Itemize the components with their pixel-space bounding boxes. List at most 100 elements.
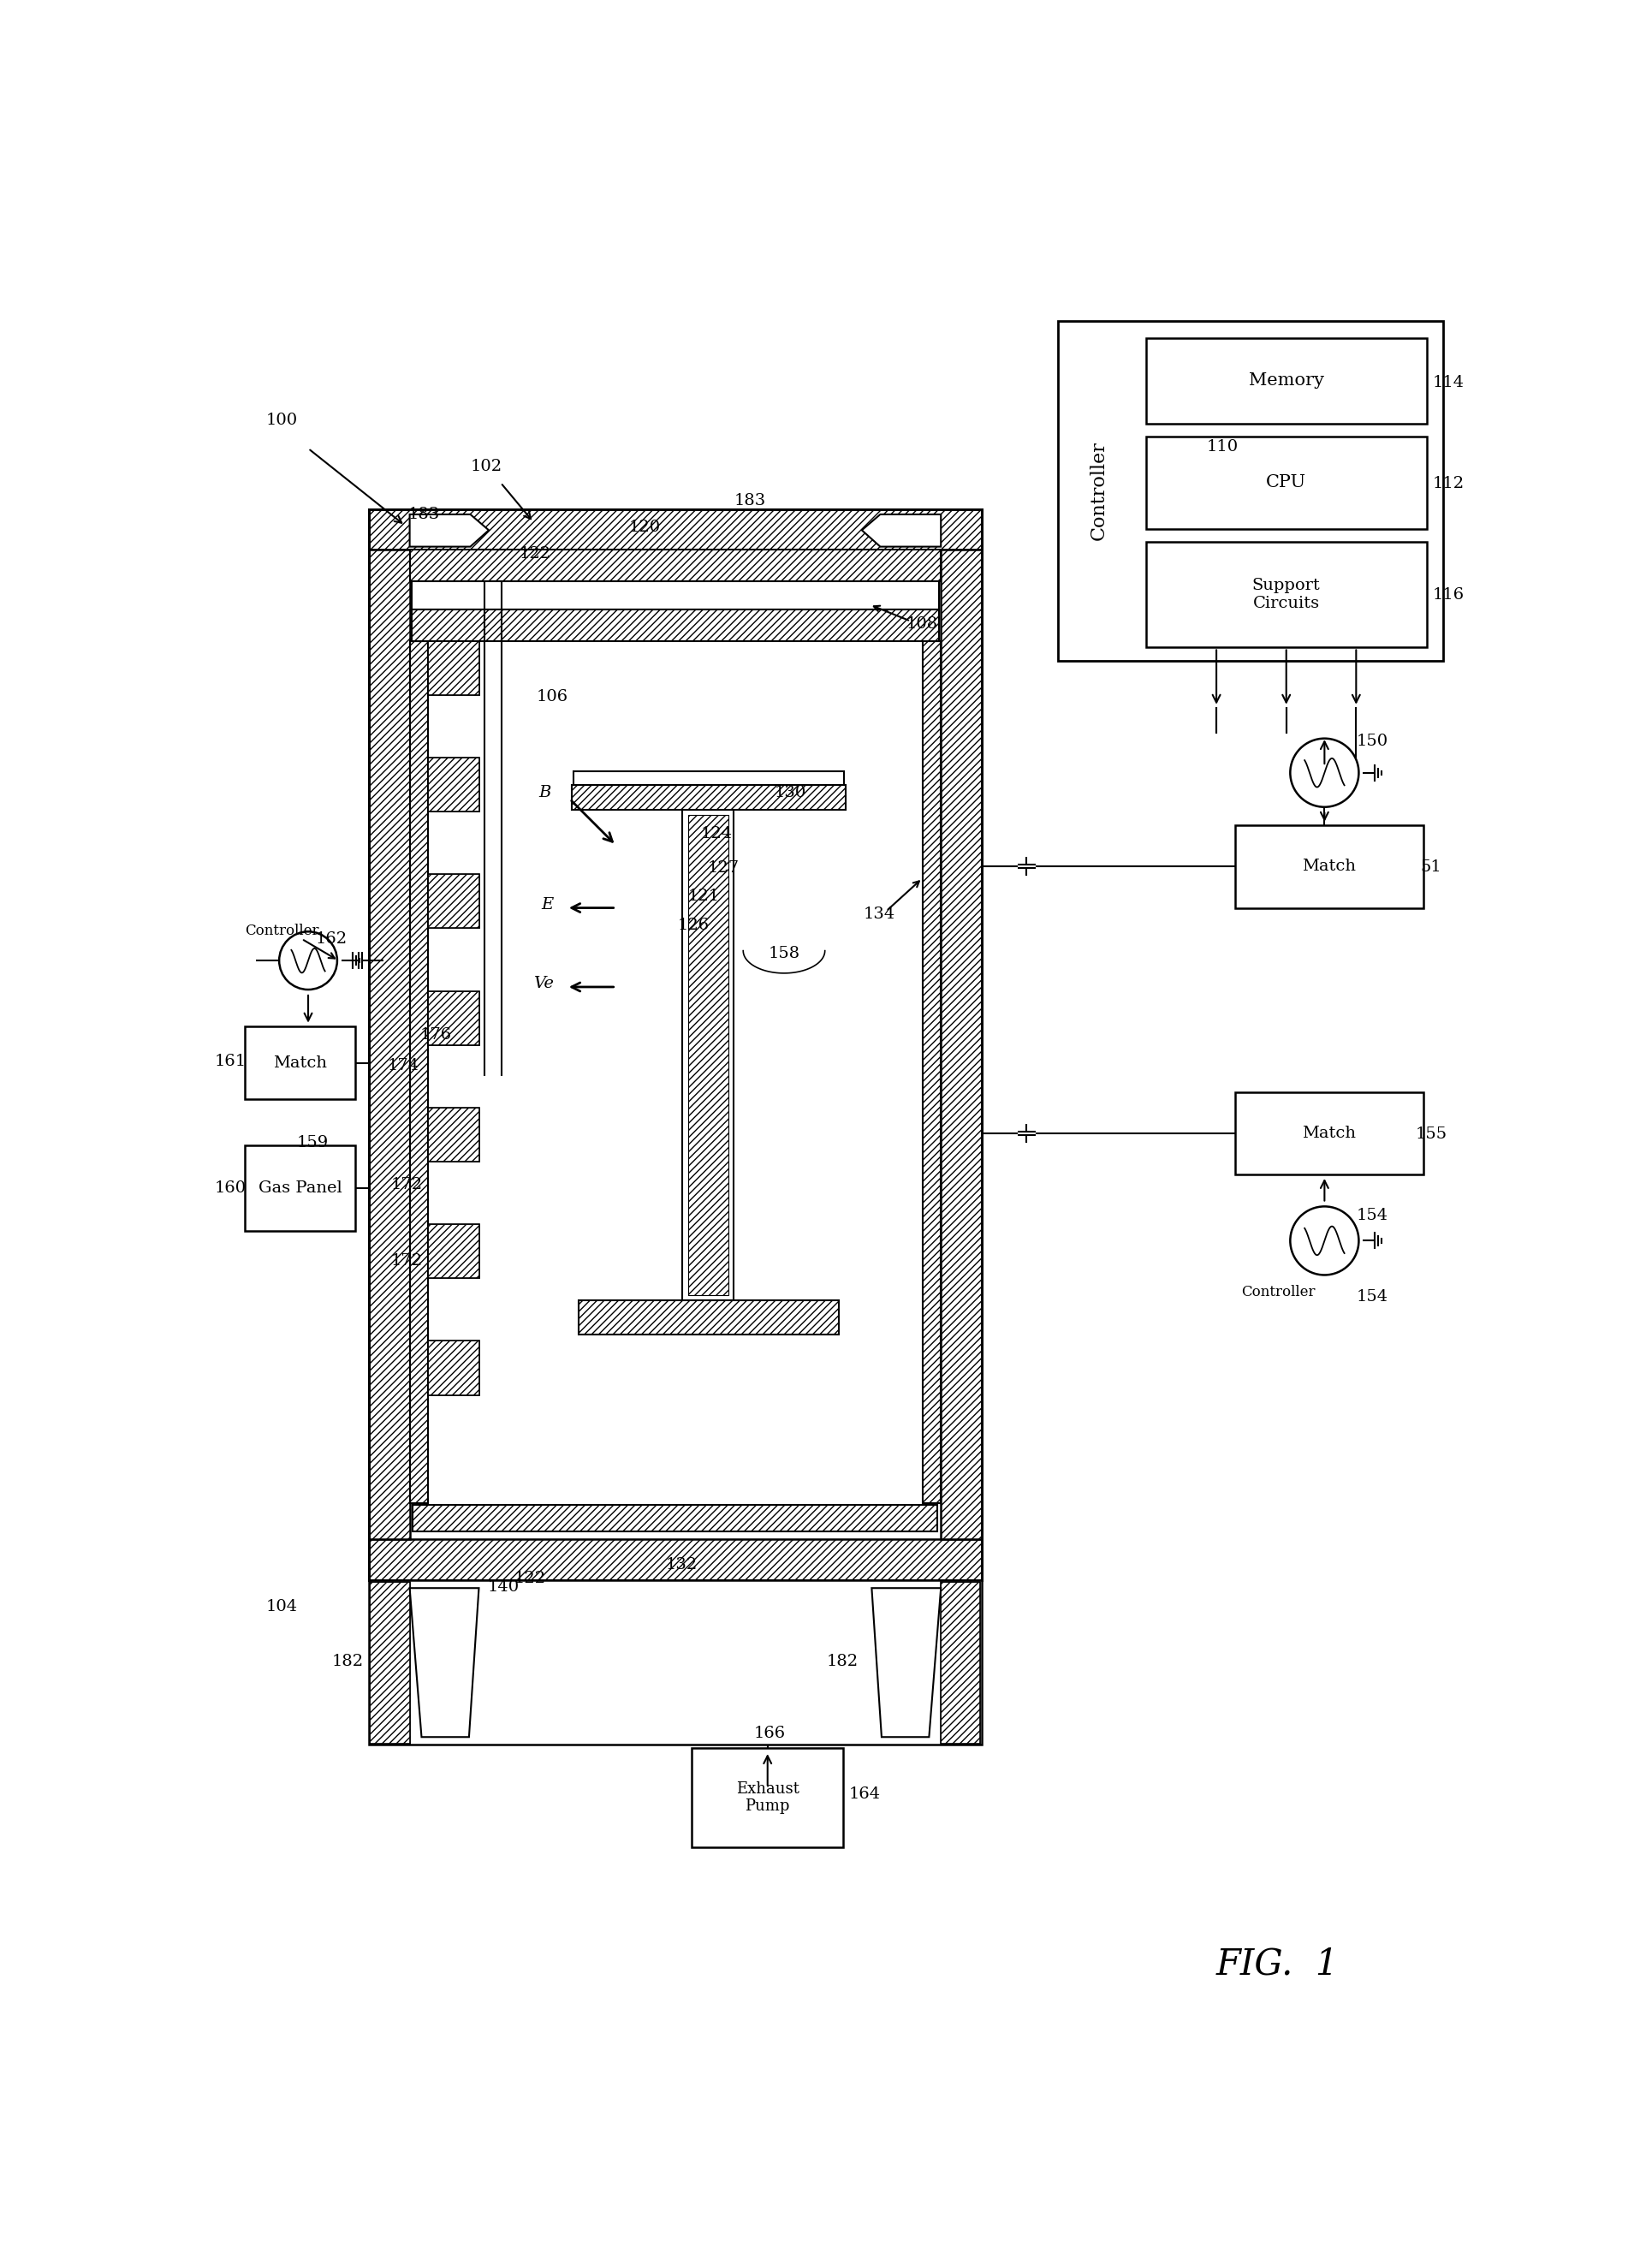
Bar [370,1581,410,1744]
Text: 104: 104 [266,1599,297,1615]
Text: 172: 172 [392,1178,423,1191]
Text: 112: 112 [1432,476,1464,492]
Bar [368,550,410,1540]
Bar [578,1300,839,1334]
Text: Controller: Controller [1089,442,1108,541]
Text: FIG.  1: FIG. 1 [1216,1946,1338,1982]
Text: 155: 155 [1416,1126,1447,1142]
Text: 140: 140 [487,1579,519,1595]
Text: 154: 154 [1356,1289,1388,1305]
Text: 114: 114 [1432,374,1464,390]
Text: 122: 122 [519,546,550,562]
Bar [244,1146,355,1230]
Text: 116: 116 [1432,587,1464,602]
Text: Ve: Ve [534,976,553,992]
Text: 161: 161 [215,1053,246,1069]
Text: 174: 174 [387,1058,420,1074]
Bar [1236,824,1424,908]
Text: 150: 150 [1356,734,1388,750]
Bar [428,990,479,1044]
Bar [368,510,981,550]
Text: 182: 182 [826,1653,857,1669]
Text: 160: 160 [215,1180,246,1196]
Text: Match: Match [273,1055,327,1071]
Text: Controller: Controller [1241,1284,1315,1300]
Bar [411,609,938,641]
Polygon shape [862,514,942,546]
Bar [682,809,733,1300]
Text: 164: 164 [849,1787,881,1803]
Bar [1146,437,1427,528]
Text: 121: 121 [687,888,720,904]
Bar [922,641,942,1504]
Bar [428,1108,479,1162]
Bar [942,1581,980,1744]
Bar [368,510,981,1581]
Bar [942,1581,980,1744]
Bar [922,641,942,1504]
Bar [413,1504,938,1531]
Text: 51: 51 [1421,858,1442,874]
Bar [428,1225,479,1277]
Bar [410,550,942,582]
Bar [428,641,479,695]
Polygon shape [410,514,489,546]
Bar [368,1540,981,1581]
Circle shape [1290,738,1358,806]
Text: 182: 182 [332,1653,363,1669]
Bar [573,772,844,784]
Bar [411,609,938,641]
Text: Match: Match [1302,858,1356,874]
Text: CPU: CPU [1265,476,1307,492]
Bar [413,1504,938,1531]
Bar [1146,337,1427,424]
Text: 100: 100 [266,412,297,428]
Bar [411,582,938,609]
Text: 176: 176 [420,1028,453,1042]
Bar [942,550,981,1540]
Text: 162: 162 [316,931,347,947]
Text: Support
Circuits: Support Circuits [1252,578,1320,612]
Text: Exhaust
Pump: Exhaust Pump [735,1780,800,1814]
Bar [428,990,479,1044]
Text: 134: 134 [864,906,895,922]
Bar [1236,1092,1424,1176]
Bar [428,757,479,811]
Bar [428,757,479,811]
Text: 183: 183 [733,494,767,510]
Text: 166: 166 [753,1726,785,1742]
Text: 106: 106 [537,689,568,704]
Bar [428,1341,479,1395]
Bar [244,1026,355,1099]
Bar [410,641,428,1504]
Text: 158: 158 [768,947,800,963]
Bar [368,1581,981,1744]
Text: 108: 108 [907,616,938,632]
Text: 159: 159 [297,1135,329,1151]
Text: 122: 122 [514,1572,547,1585]
Text: 172: 172 [392,1253,423,1268]
Bar [1146,541,1427,648]
Circle shape [279,931,337,990]
Text: Memory: Memory [1249,371,1323,390]
Polygon shape [410,1588,479,1737]
Bar [428,874,479,929]
Text: 120: 120 [628,521,661,535]
Circle shape [1290,1207,1358,1275]
Bar [368,1540,981,1581]
Text: E: E [542,897,553,913]
Bar [572,784,846,809]
Bar [428,641,479,695]
Bar [578,1300,839,1334]
Bar [410,641,428,1504]
Bar [410,550,942,582]
Text: B: B [539,784,552,800]
Text: 183: 183 [408,507,439,521]
Bar [687,815,729,1296]
Bar [368,550,410,1540]
Text: 110: 110 [1206,439,1239,455]
Bar [368,510,981,550]
Bar [370,1581,410,1744]
Bar [428,1225,479,1277]
Bar [428,1108,479,1162]
